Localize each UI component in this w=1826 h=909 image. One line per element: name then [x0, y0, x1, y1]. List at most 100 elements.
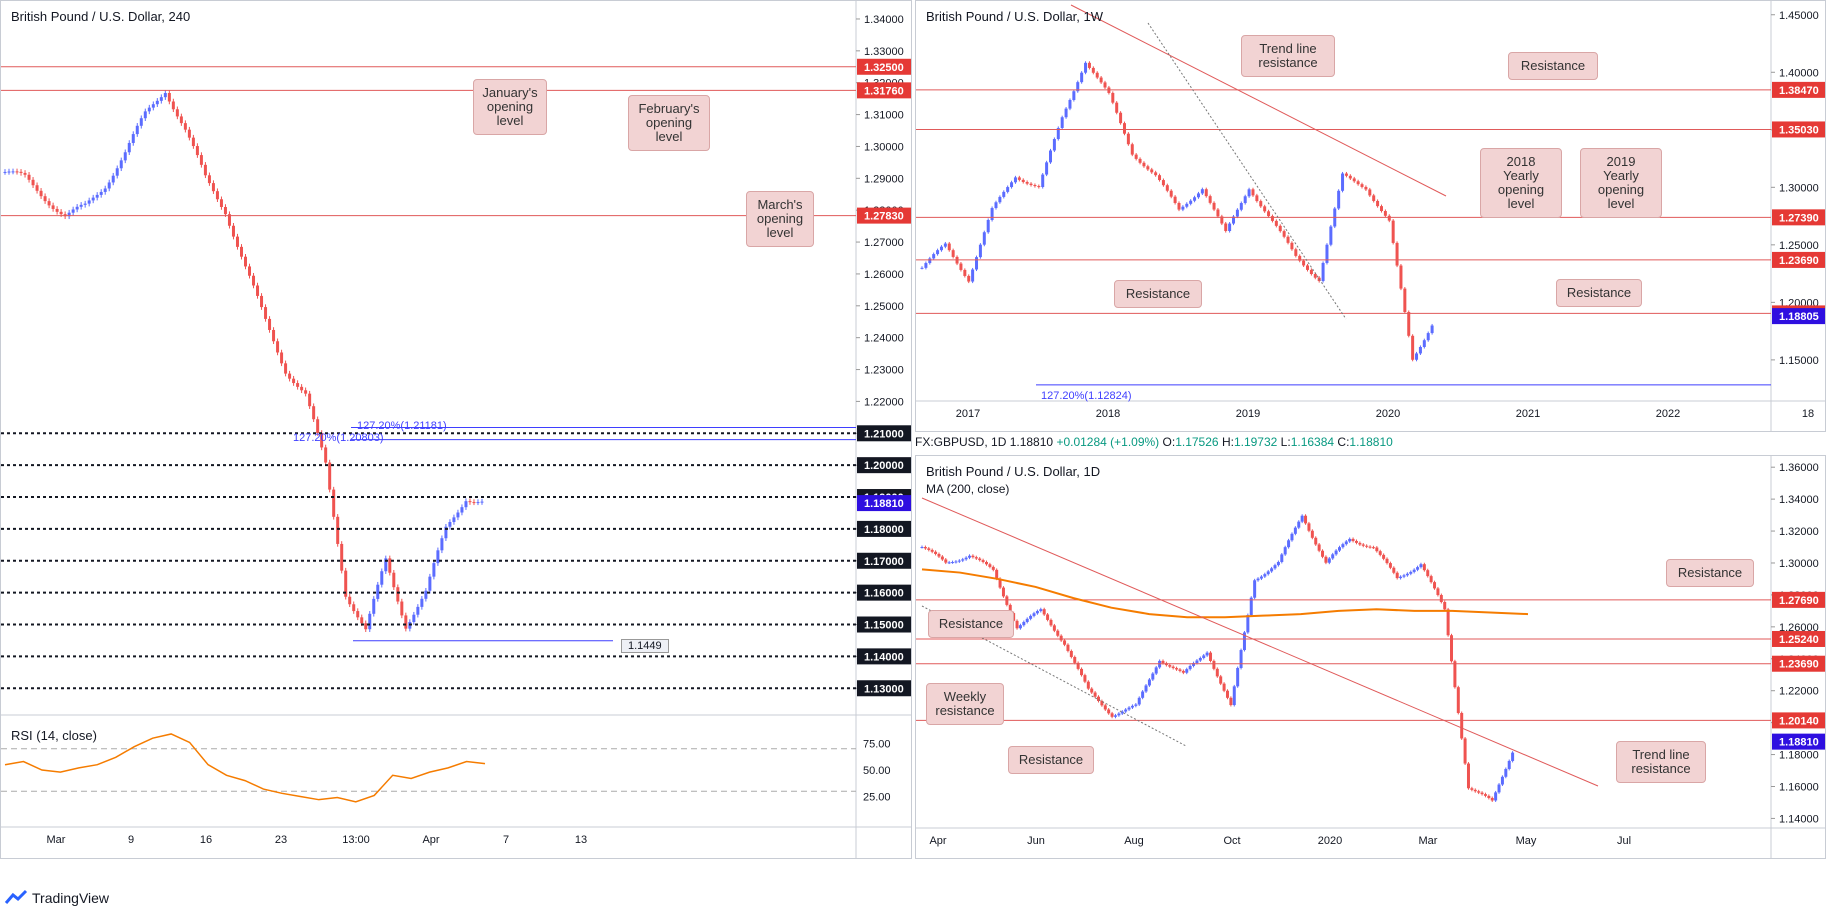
candle-body	[1371, 547, 1375, 549]
price-label-bg	[857, 457, 911, 474]
candle-body	[1008, 604, 1012, 614]
candle-body	[1273, 565, 1277, 569]
candle-body	[1138, 158, 1142, 163]
candle-body	[1080, 72, 1084, 83]
candle-body	[1436, 588, 1440, 596]
candle-body	[91, 197, 95, 201]
rsi-tick-label: 25.00	[863, 792, 891, 804]
fib-label-1: 127.20%(1.21181)	[357, 420, 447, 432]
candle-body	[1147, 679, 1151, 686]
candle-body	[940, 556, 944, 560]
candle-body	[1141, 691, 1145, 698]
candle-body	[1041, 174, 1045, 188]
tradingview-footer[interactable]: TradingView	[0, 885, 400, 909]
candle-body	[1063, 640, 1067, 645]
tradingview-brand: TradingView	[32, 890, 110, 906]
candle-body	[67, 212, 71, 217]
support-level-label: 1.1449	[621, 639, 669, 653]
price-label: 1.21000	[864, 428, 904, 440]
candle-body	[1134, 704, 1138, 706]
price-label-bg	[1772, 630, 1825, 647]
candle-body	[1049, 150, 1052, 163]
candle-body	[1064, 108, 1068, 118]
daily-chart-canvas[interactable]: 1.360001.340001.320001.300001.280001.260…	[916, 456, 1825, 858]
low-label: L:	[1280, 435, 1291, 449]
y-tick-label: 1.22000	[1779, 686, 1819, 698]
resistance-callout-weekly-mid: Resistance	[1114, 280, 1202, 308]
candle-body	[159, 97, 163, 101]
candle-body	[1236, 668, 1240, 687]
weekly-chart-panel[interactable]: 1.450001.400001.350001.300001.250001.200…	[915, 0, 1826, 432]
candle-body	[1361, 544, 1365, 546]
candle-body	[348, 596, 352, 605]
candle-body	[963, 269, 967, 276]
candle-body	[1375, 547, 1379, 552]
candle-body	[1324, 556, 1328, 563]
price-label: 1.13000	[864, 683, 904, 695]
price-label: 1.38470	[1779, 85, 1819, 97]
candle-body	[1259, 201, 1263, 207]
candle-body	[1224, 223, 1228, 231]
candle-body	[336, 516, 340, 544]
ma-200-line	[921, 568, 1529, 619]
candle-body	[1426, 333, 1430, 341]
candle-body	[1309, 269, 1313, 275]
candle-body	[476, 502, 480, 504]
candle-body	[1002, 191, 1006, 197]
candle-body	[1426, 570, 1430, 577]
price-label-bg	[1772, 591, 1825, 608]
candle-body	[151, 104, 155, 108]
candle-body	[440, 538, 444, 551]
price-label-bg	[1772, 308, 1825, 325]
candle-body	[1314, 537, 1318, 545]
candle-body	[936, 250, 940, 255]
y-tick-label: 1.22000	[864, 396, 904, 408]
candle-body	[1052, 139, 1056, 151]
candle-body	[1477, 791, 1481, 793]
price-label: 1.35030	[1779, 124, 1819, 136]
price-label: 1.23690	[1779, 659, 1819, 671]
candle-body	[1306, 265, 1309, 270]
candle-body	[1341, 544, 1345, 548]
price-label-bg	[1772, 81, 1825, 98]
februarys-opening-level-callout: February's opening level	[628, 95, 710, 151]
candle-body	[43, 196, 47, 202]
candle-body	[1219, 676, 1223, 684]
candle-body	[1033, 185, 1037, 187]
x-tick-label: Apr	[422, 834, 439, 846]
candle-body	[957, 560, 961, 562]
candle-body	[1215, 668, 1219, 677]
candle-body	[1103, 705, 1107, 710]
candle-body	[1161, 660, 1165, 664]
candle-body	[39, 190, 43, 197]
candle-body	[1391, 220, 1395, 243]
candle-body	[995, 569, 999, 579]
daily-ma-label: MA (200, close)	[926, 482, 1010, 496]
candle-body	[959, 263, 963, 270]
candle-body	[468, 501, 472, 503]
resistance-callout-daily-right: Resistance	[1666, 559, 1754, 587]
daily-chart-panel[interactable]: 1.360001.340001.320001.300001.280001.260…	[915, 455, 1826, 859]
open-label: O:	[1162, 435, 1176, 449]
resistance-callout-weekly-right: Resistance	[1556, 279, 1642, 307]
weekly-chart-canvas[interactable]: 1.450001.400001.350001.300001.250001.200…	[916, 1, 1825, 431]
candle-body	[984, 561, 988, 565]
daily-trend-line	[921, 497, 1599, 787]
candle-body	[1193, 197, 1197, 201]
candle-body	[1154, 172, 1158, 176]
candle-body	[1344, 173, 1348, 176]
h4-chart-canvas[interactable]: 1.340001.330001.320001.310001.300001.290…	[1, 1, 911, 858]
price-label-bg	[857, 648, 911, 665]
candle-body	[1161, 180, 1165, 186]
candle-body	[1015, 620, 1019, 629]
x-tick-label: 16	[200, 834, 212, 846]
candle-body	[147, 107, 151, 112]
candle-body	[1378, 551, 1382, 555]
price-label: 1.27830	[864, 211, 904, 223]
candle-body	[31, 179, 35, 186]
price-label-bg	[857, 680, 911, 697]
candle-body	[1175, 668, 1179, 670]
candle-body	[1392, 567, 1396, 573]
h4-chart-panel[interactable]: 1.340001.330001.320001.310001.300001.290…	[0, 0, 912, 859]
candle-body	[187, 129, 191, 138]
